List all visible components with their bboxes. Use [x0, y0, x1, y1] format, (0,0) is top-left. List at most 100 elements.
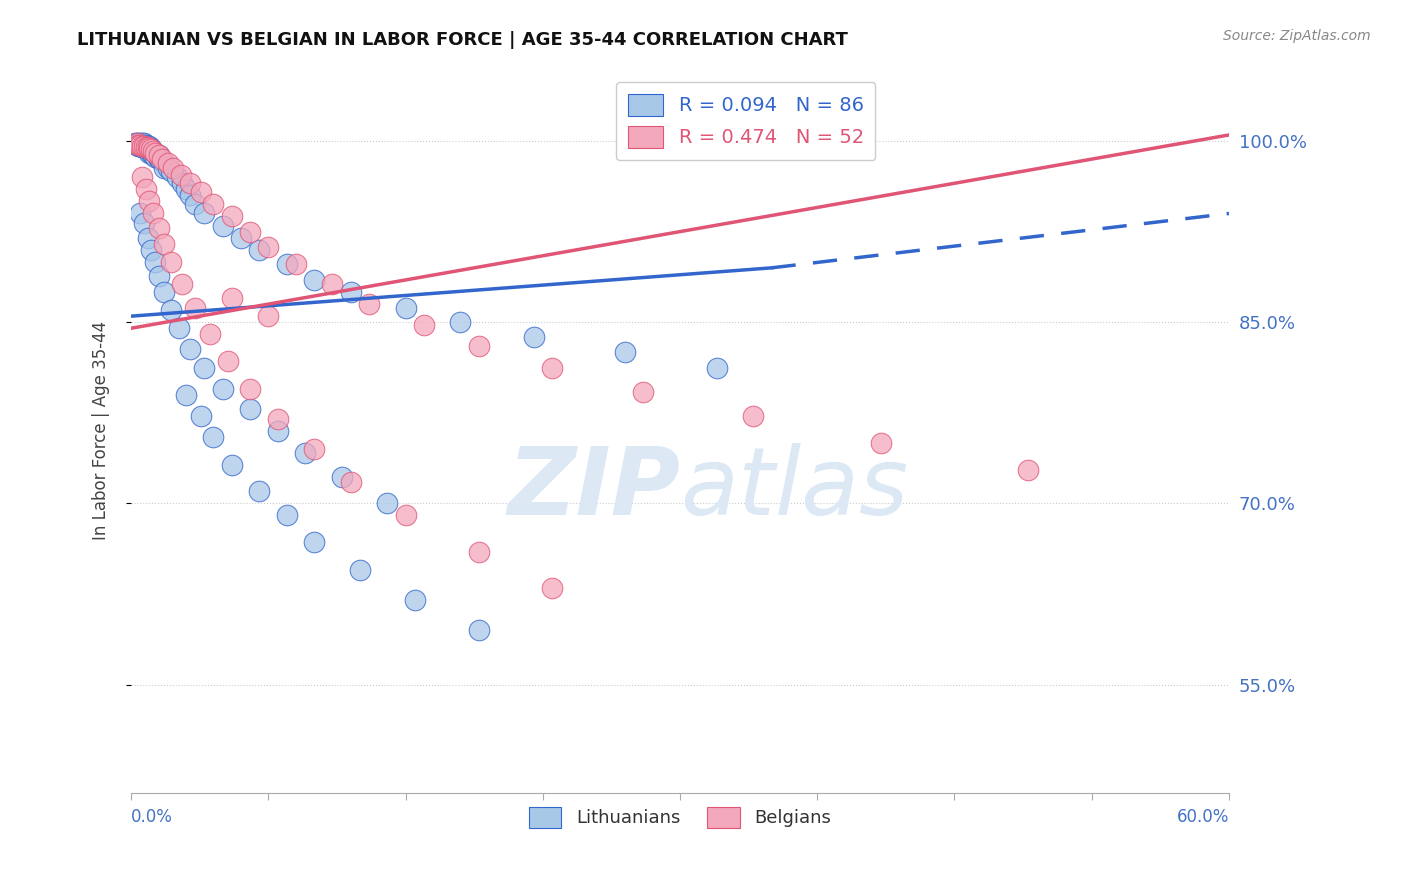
Point	[211, 219, 233, 233]
Point	[541, 361, 564, 376]
Point	[135, 182, 157, 196]
Point	[468, 339, 491, 353]
Point	[541, 581, 564, 595]
Point	[468, 624, 491, 638]
Text: 0.0%: 0.0%	[131, 808, 173, 826]
Point	[131, 138, 153, 153]
Point	[706, 361, 728, 376]
Text: Source: ZipAtlas.com: Source: ZipAtlas.com	[1223, 29, 1371, 43]
Point	[141, 243, 163, 257]
Point	[148, 269, 170, 284]
Point	[131, 138, 153, 153]
Point	[153, 155, 176, 169]
Point	[184, 301, 207, 315]
Point	[141, 143, 163, 157]
Point	[302, 273, 325, 287]
Point	[138, 141, 160, 155]
Point	[633, 385, 655, 400]
Point	[136, 143, 159, 157]
Point	[136, 140, 159, 154]
Point	[125, 136, 148, 151]
Point	[229, 230, 252, 244]
Point	[330, 470, 353, 484]
Point	[523, 329, 546, 343]
Point	[132, 138, 155, 153]
Point	[221, 291, 243, 305]
Point	[132, 141, 155, 155]
Point	[412, 318, 434, 332]
Point	[169, 168, 191, 182]
Point	[127, 138, 149, 153]
Point	[294, 445, 316, 459]
Point	[357, 297, 380, 311]
Text: LITHUANIAN VS BELGIAN IN LABOR FORCE | AGE 35-44 CORRELATION CHART: LITHUANIAN VS BELGIAN IN LABOR FORCE | A…	[77, 31, 848, 49]
Text: ZIP: ZIP	[508, 443, 681, 535]
Point	[257, 240, 280, 254]
Point	[179, 188, 201, 202]
Point	[276, 508, 298, 523]
Point	[404, 593, 426, 607]
Point	[179, 342, 201, 356]
Point	[148, 152, 170, 166]
Point	[135, 137, 157, 152]
Point	[153, 161, 176, 175]
Point	[136, 138, 159, 153]
Point	[247, 484, 270, 499]
Point	[142, 148, 165, 162]
Point	[138, 138, 160, 153]
Point	[153, 236, 176, 251]
Point	[321, 277, 343, 291]
Text: 60.0%: 60.0%	[1177, 808, 1229, 826]
Point	[138, 194, 160, 209]
Point	[742, 409, 765, 424]
Point	[450, 315, 472, 329]
Point	[394, 508, 416, 523]
Point	[148, 148, 170, 162]
Point	[131, 140, 153, 154]
Point	[129, 137, 152, 152]
Point	[132, 216, 155, 230]
Point	[141, 146, 163, 161]
Point	[125, 136, 148, 151]
Point	[202, 430, 225, 444]
Point	[131, 170, 153, 185]
Point	[870, 436, 893, 450]
Point	[221, 209, 243, 223]
Point	[131, 136, 153, 151]
Point	[143, 255, 166, 269]
Point	[160, 255, 183, 269]
Point	[156, 155, 179, 169]
Point	[160, 303, 183, 318]
Y-axis label: In Labor Force | Age 35-44: In Labor Force | Age 35-44	[93, 321, 110, 541]
Point	[284, 257, 307, 271]
Point	[184, 196, 207, 211]
Point	[150, 152, 173, 166]
Point	[136, 230, 159, 244]
Text: atlas: atlas	[681, 443, 908, 534]
Point	[143, 150, 166, 164]
Point	[375, 496, 398, 510]
Point	[153, 285, 176, 299]
Point	[198, 327, 221, 342]
Point	[174, 182, 197, 196]
Point	[221, 458, 243, 472]
Point	[132, 136, 155, 151]
Point	[141, 141, 163, 155]
Point	[129, 138, 152, 153]
Point	[131, 137, 153, 152]
Point	[135, 140, 157, 154]
Point	[142, 144, 165, 158]
Point	[125, 137, 148, 152]
Point	[394, 301, 416, 315]
Point	[142, 144, 165, 158]
Point	[190, 409, 212, 424]
Point	[127, 137, 149, 152]
Point	[239, 382, 262, 396]
Point	[172, 176, 194, 190]
Point	[143, 146, 166, 161]
Point	[129, 136, 152, 151]
Point	[142, 206, 165, 220]
Point	[468, 545, 491, 559]
Point	[339, 285, 361, 299]
Point	[138, 144, 160, 158]
